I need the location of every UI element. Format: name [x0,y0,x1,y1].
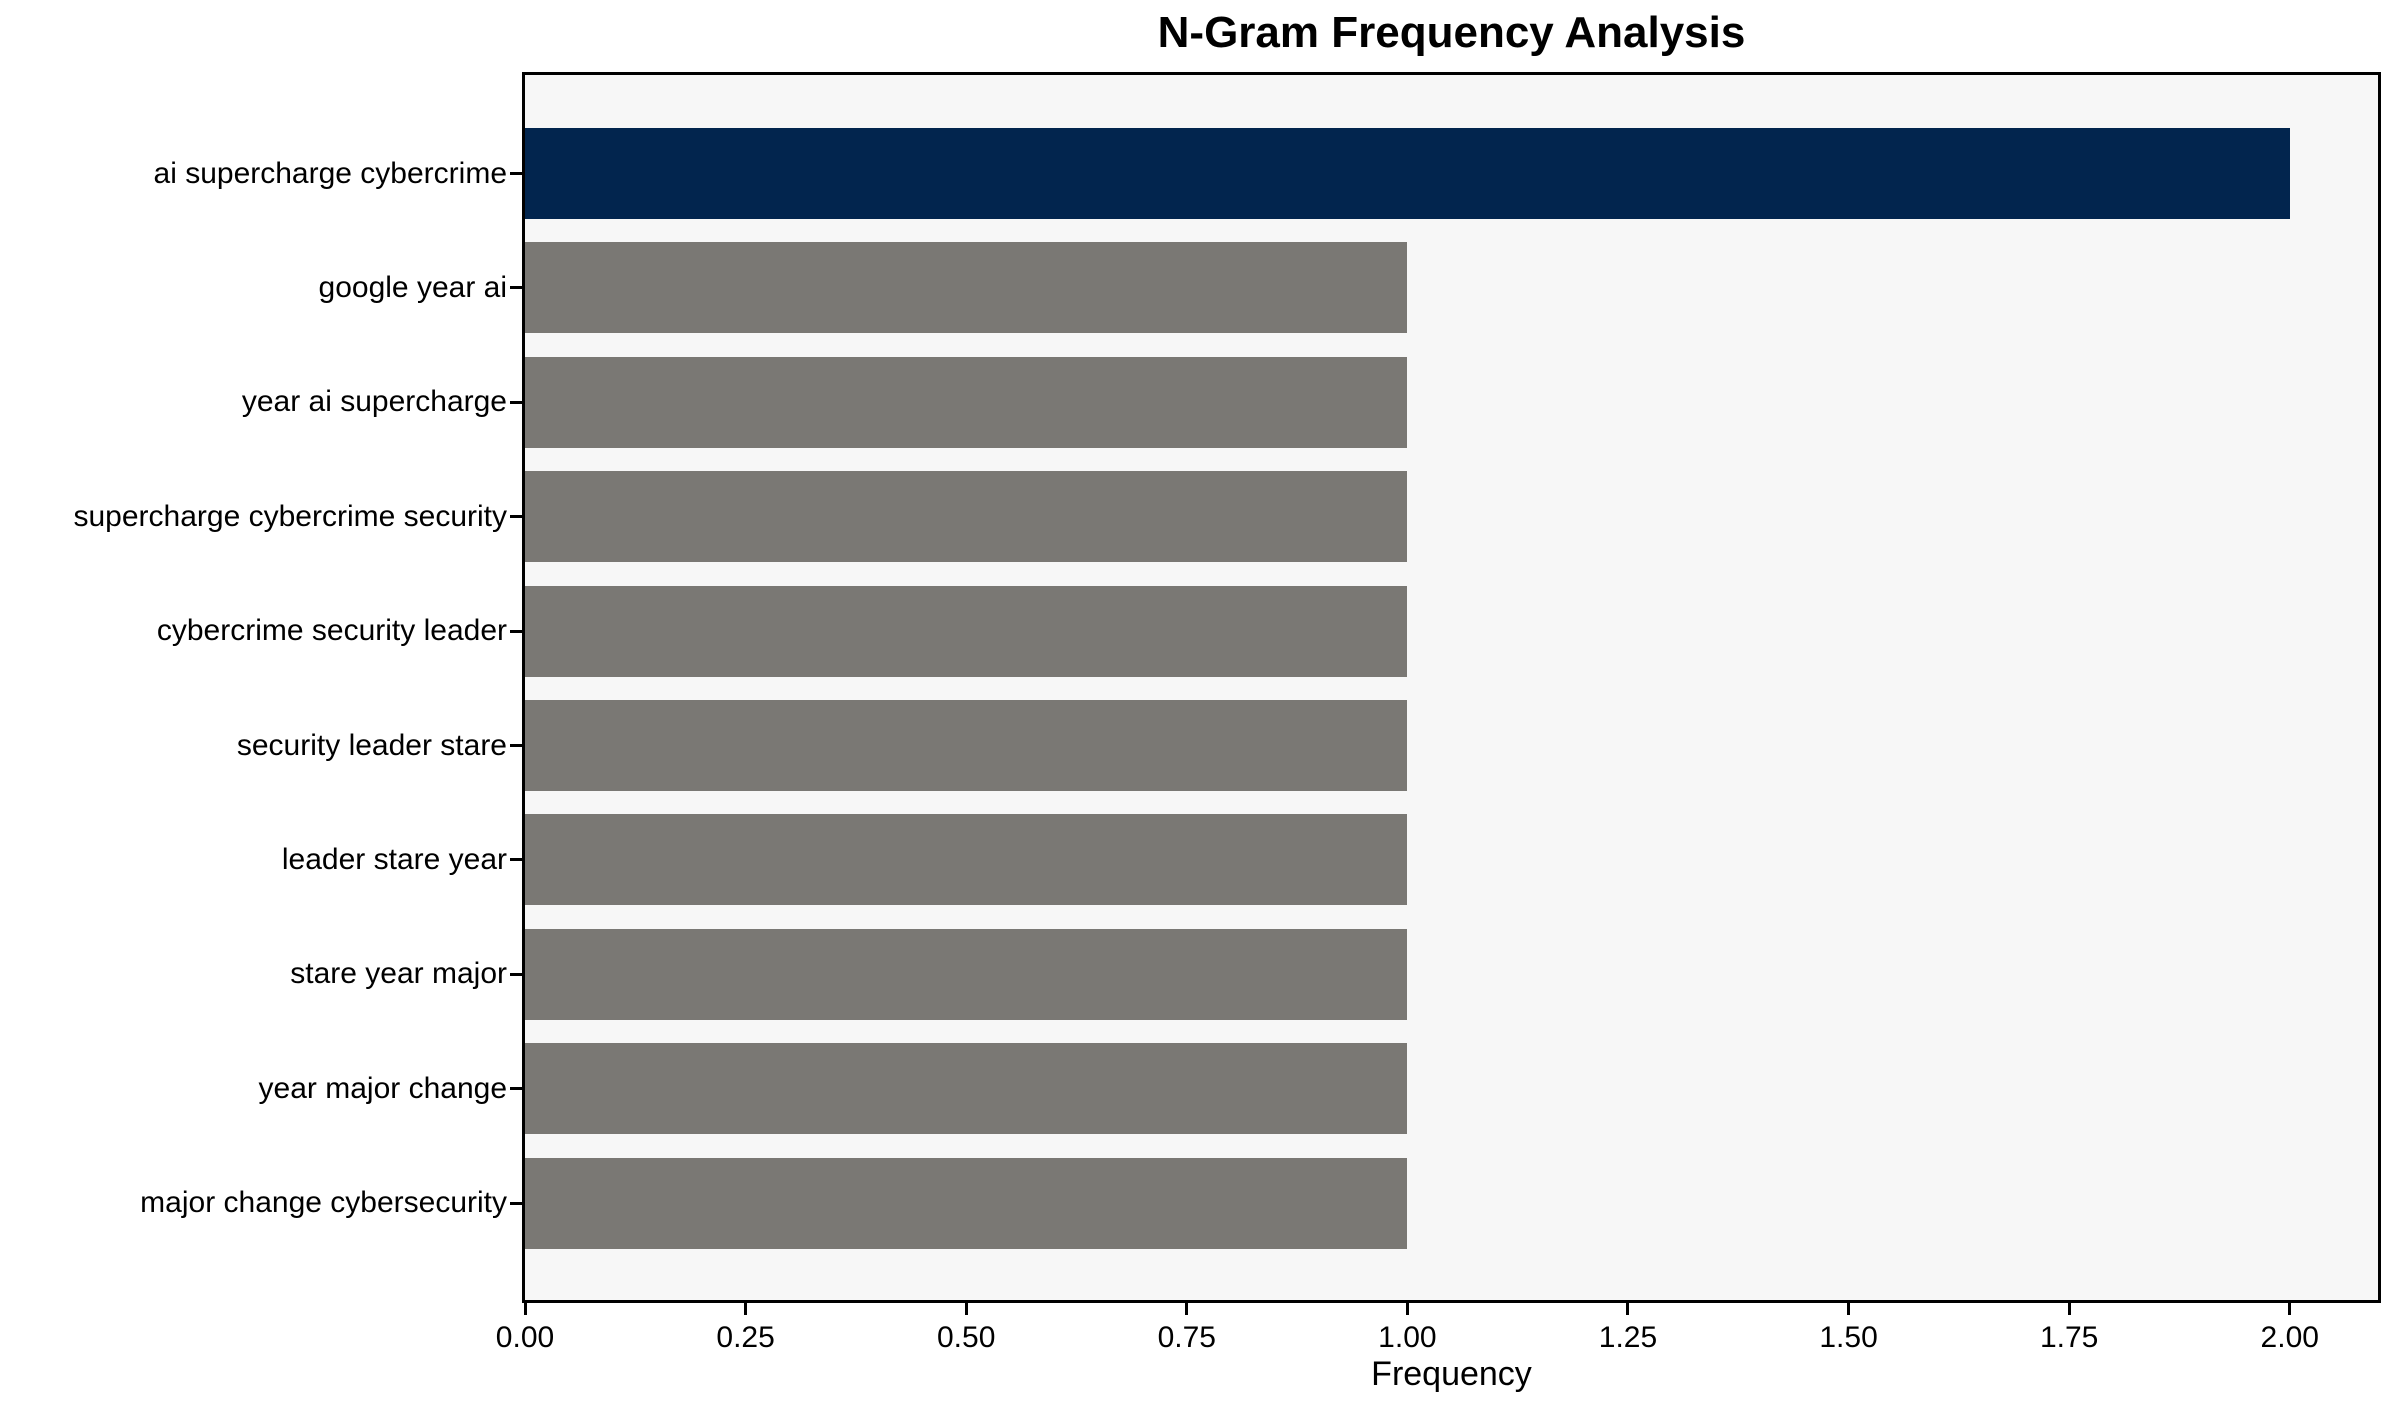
bar-supercharge-cybercrime-security [525,471,1408,563]
x-tick-label: 0.50 [936,1321,996,1354]
y-tick-label: google year ai [318,270,507,304]
x-tick-label: 1.00 [1378,1321,1437,1354]
x-tick-label: 0.75 [1157,1321,1216,1354]
bar-year-ai-supercharge [525,356,1408,448]
y-tick-label: ai supercharge cybercrime [153,156,507,190]
x-tick-mark [1847,1303,1851,1315]
y-tick-mark [510,629,522,633]
y-tick-label: supercharge cybercrime security [73,499,508,533]
y-tick-label: stare year major [290,957,507,991]
y-tick-mark [510,858,522,862]
y-tick-mark [510,1087,522,1091]
y-tick-mark [510,515,522,519]
x-tick-mark [1185,1303,1189,1315]
y-tick-label: security leader stare [236,728,507,762]
bar-security-leader-stare [525,700,1408,791]
y-tick-mark [510,400,522,404]
x-axis: 0.00 0.25 0.50 0.75 1.00 1.25 1.50 1.75 2.00 [496,1303,2381,1414]
y-tick-label: leader stare year [281,842,507,876]
y-tick-label: major change cybersecurity [140,1186,507,1220]
x-tick-label: 2.00 [2260,1321,2319,1354]
y-tick-label: year ai supercharge [241,385,507,419]
y-tick-mark [510,744,522,747]
x-tick-label: 1.75 [2039,1321,2099,1354]
x-tick-mark [1626,1303,1630,1315]
bar-leader-stare-year [525,814,1408,906]
y-tick-label: cybercrime security leader [156,614,507,648]
x-tick-mark [523,1303,527,1315]
plot-area [510,72,2381,1303]
x-axis-label: Frequency [1371,1355,1532,1393]
x-tick-label: 0.25 [716,1321,775,1354]
y-tick-label: year major change [258,1071,507,1105]
y-tick-mark [510,972,522,976]
y-tick-mark [510,1201,522,1205]
x-tick-mark [2067,1303,2071,1315]
y-tick-mark [510,172,522,175]
bar-google-year-ai [525,242,1408,334]
x-tick-mark [1405,1303,1409,1315]
y-tick-mark [510,286,522,290]
bar-cybercrime-security-leader [525,585,1408,677]
x-tick-mark [2288,1303,2292,1315]
x-tick-label: 1.50 [1819,1321,1878,1354]
x-tick-label: 1.25 [1598,1321,1658,1354]
x-tick-mark [964,1303,968,1315]
bar-stare-year-major [525,928,1408,1020]
bar-year-major-change [525,1043,1408,1135]
x-tick-label: 0.00 [495,1321,555,1354]
chart-title: N-Gram Frequency Analysis [1157,8,1746,57]
bar-ai-supercharge-cybercrime [525,128,2290,219]
bar-major-change-cybersecurity [525,1157,1408,1249]
x-tick-mark [744,1303,748,1315]
y-axis: ai supercharge cybercrime google year ai y… [0,72,508,1303]
